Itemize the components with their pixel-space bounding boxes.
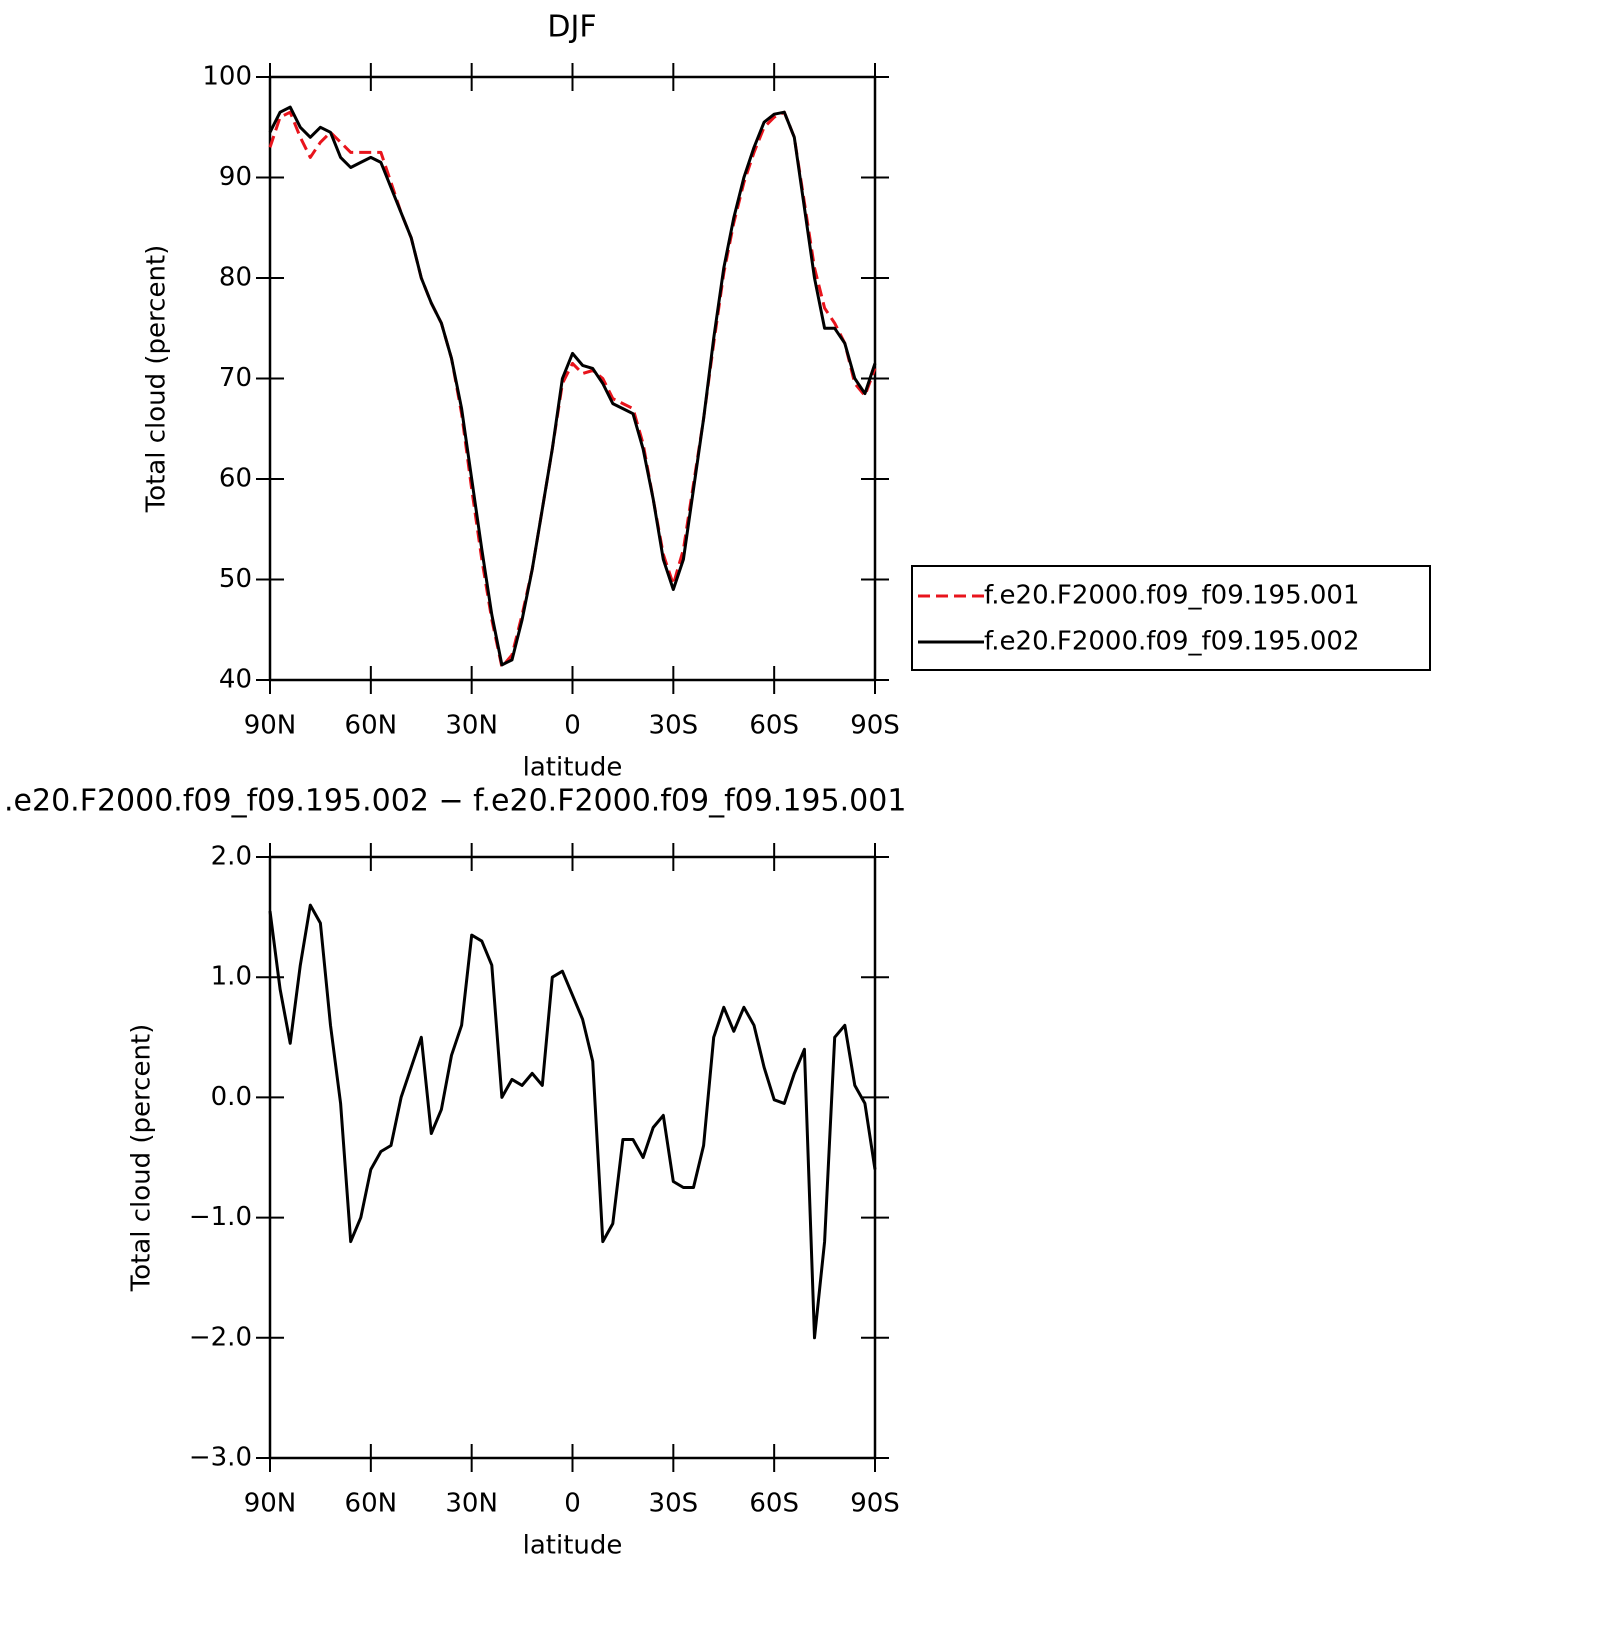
y-axis-label: Total cloud (percent): [142, 245, 172, 514]
legend-label: f.e20.F2000.f09_f09.195.002: [984, 627, 1360, 657]
x-axis-label: latitude: [523, 753, 623, 783]
x-tick-label: 0: [564, 1489, 581, 1519]
plot-frame: [268, 75, 877, 682]
y-tick-label: 0.0: [211, 1082, 252, 1112]
y-tick-label: 50: [219, 564, 252, 594]
y-tick-label: 80: [219, 263, 252, 293]
y-tick-label: 2.0: [211, 842, 252, 872]
y-tick-label: 40: [219, 665, 252, 695]
y-tick-label: 100: [202, 62, 252, 92]
data-line: [268, 110, 877, 669]
y-tick-label: −3.0: [189, 1443, 252, 1473]
data-line: [268, 105, 877, 667]
x-axis-label: latitude: [523, 1531, 623, 1561]
chart-title: DJF: [547, 10, 596, 45]
x-tick-label: 90N: [244, 1489, 297, 1519]
legend-label: f.e20.F2000.f09_f09.195.001: [984, 581, 1360, 611]
legend-box: [911, 565, 1431, 671]
y-tick-label: −1.0: [189, 1202, 252, 1232]
data-line: [268, 903, 877, 1340]
y-tick-label: −2.0: [189, 1322, 252, 1352]
y-axis-label: Total cloud (percent): [127, 1024, 157, 1293]
y-tick-label: 90: [219, 162, 252, 192]
x-tick-label: 30S: [649, 711, 699, 741]
y-tick-label: 1.0: [211, 962, 252, 992]
chart-title: .e20.F2000.f09_f09.195.002 − f.e20.F2000…: [4, 784, 906, 819]
x-tick-label: 0: [564, 711, 581, 741]
x-tick-label: 90N: [244, 711, 297, 741]
plot-frame: [268, 855, 877, 1460]
x-tick-label: 30S: [649, 1489, 699, 1519]
x-tick-label: 60N: [345, 1489, 398, 1519]
x-tick-label: 30N: [445, 1489, 498, 1519]
x-tick-label: 30N: [445, 711, 498, 741]
x-tick-label: 90S: [850, 1489, 900, 1519]
x-tick-label: 60S: [749, 711, 799, 741]
x-tick-label: 60S: [749, 1489, 799, 1519]
y-tick-label: 70: [219, 363, 252, 393]
y-tick-label: 60: [219, 464, 252, 494]
x-tick-label: 90S: [850, 711, 900, 741]
x-tick-label: 60N: [345, 711, 398, 741]
